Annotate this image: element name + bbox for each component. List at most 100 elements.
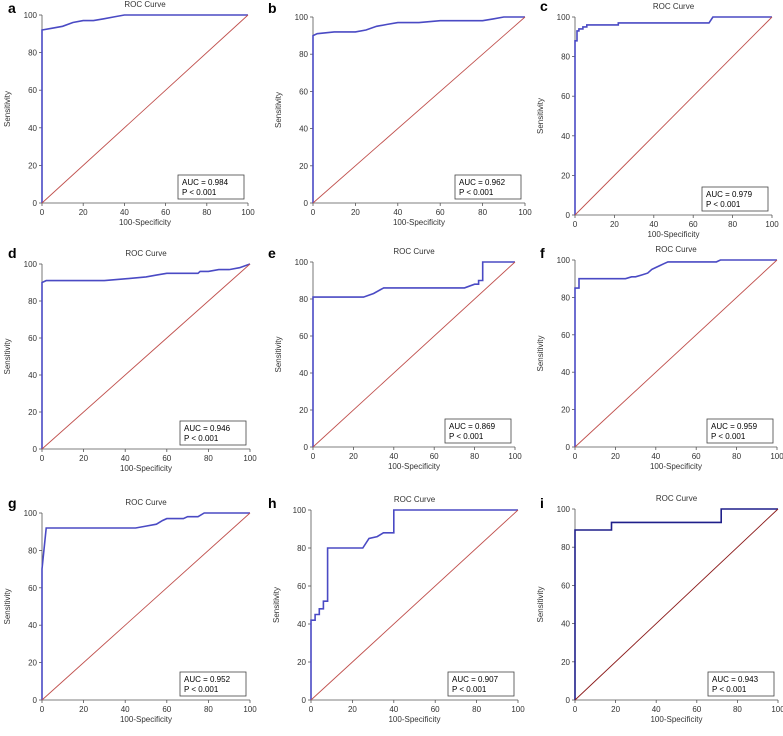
chart-title: ROC Curve — [125, 249, 167, 258]
x-tick-label: 0 — [311, 208, 316, 217]
roc-curve — [312, 261, 515, 447]
panel-label: h — [268, 495, 277, 511]
p-value: P < 0.001 — [711, 432, 746, 441]
auc-box — [454, 174, 522, 200]
y-axis-label: Sensitivity — [536, 335, 545, 371]
x-tick-label: 40 — [121, 705, 130, 714]
y-tick-label: 60 — [28, 86, 37, 95]
x-tick-label: 80 — [478, 208, 487, 217]
x-tick-label: 60 — [161, 208, 170, 217]
y-tick-label: 100 — [557, 256, 571, 265]
y-axis-label: Sensitivity — [272, 587, 281, 623]
x-tick-label: 20 — [79, 454, 88, 463]
y-tick-label: 40 — [561, 620, 570, 629]
p-value: P < 0.001 — [706, 200, 741, 209]
y-tick-label: 60 — [299, 332, 308, 341]
y-tick-label: 40 — [28, 621, 37, 630]
p-value: P < 0.001 — [182, 188, 217, 197]
x-tick-label: 20 — [610, 220, 619, 229]
x-tick-label: 80 — [732, 452, 741, 461]
x-tick-label: 100 — [518, 208, 532, 217]
y-tick-label: 0 — [33, 696, 38, 705]
y-tick-label: 60 — [561, 331, 570, 340]
y-tick-label: 60 — [28, 584, 37, 593]
y-tick-label: 60 — [561, 581, 570, 590]
auc-value: AUC = 0.959 — [711, 422, 758, 431]
y-tick-label: 40 — [299, 125, 308, 134]
y-tick-label: 100 — [557, 505, 571, 514]
x-tick-label: 60 — [436, 208, 445, 217]
y-tick-label: 20 — [28, 161, 37, 170]
y-axis-label: Sensitivity — [3, 91, 12, 127]
panel-label: f — [540, 245, 545, 261]
y-tick-label: 40 — [561, 368, 570, 377]
y-tick-label: 100 — [295, 258, 309, 267]
auc-value: AUC = 0.869 — [449, 422, 496, 431]
p-value: P < 0.001 — [459, 188, 494, 197]
y-tick-label: 40 — [297, 620, 306, 629]
x-axis-label: 100-Specificity — [120, 464, 172, 473]
x-tick-label: 40 — [389, 705, 398, 714]
x-tick-label: 0 — [40, 705, 45, 714]
x-tick-label: 80 — [202, 208, 211, 217]
x-tick-label: 60 — [162, 705, 171, 714]
reference-diagonal — [574, 259, 778, 448]
x-tick-label: 0 — [40, 454, 45, 463]
x-tick-label: 40 — [389, 452, 398, 461]
p-value: P < 0.001 — [184, 685, 219, 694]
roc-panel-b: b 0 20 40 60 80 100 0 20 40 60 80 100 100-Specificity… — [268, 0, 532, 227]
x-tick-label: 100 — [243, 454, 257, 463]
x-tick-label: 80 — [728, 220, 737, 229]
roc-panel-d: d ROC Curve 0 20 40 60 80 100 0 20 40 60 80 100 100-Sp… — [3, 245, 257, 473]
y-tick-label: 20 — [299, 406, 308, 415]
y-tick-label: 0 — [33, 199, 38, 208]
roc-curve — [574, 259, 777, 447]
y-tick-label: 0 — [33, 445, 38, 454]
roc-curve — [312, 16, 525, 203]
x-tick-label: 100 — [241, 208, 255, 217]
roc-panel-i: i ROC Curve 0 20 40 60 80 100 0 20 40 60 80 100 100-Sp… — [536, 494, 783, 724]
x-tick-label: 20 — [611, 705, 620, 714]
y-tick-label: 60 — [561, 92, 570, 101]
reference-diagonal — [574, 508, 779, 701]
panel-label: g — [8, 495, 17, 511]
y-tick-label: 80 — [299, 295, 308, 304]
chart-title: ROC Curve — [394, 495, 436, 504]
y-tick-label: 100 — [295, 13, 309, 22]
roc-panel-g: g ROC Curve 0 20 40 60 80 100 0 20 40 60 80 100 100-Sp… — [3, 495, 257, 724]
y-tick-label: 0 — [566, 696, 571, 705]
x-tick-label: 20 — [611, 452, 620, 461]
x-axis-label: 100-Specificity — [650, 715, 702, 724]
x-tick-label: 80 — [204, 454, 213, 463]
x-tick-label: 0 — [573, 705, 578, 714]
auc-value: AUC = 0.907 — [452, 675, 499, 684]
p-value: P < 0.001 — [184, 434, 219, 443]
x-tick-label: 100 — [243, 705, 257, 714]
x-tick-label: 20 — [351, 208, 360, 217]
x-tick-label: 20 — [349, 452, 358, 461]
reference-diagonal — [41, 263, 251, 450]
x-tick-label: 60 — [692, 705, 701, 714]
p-value: P < 0.001 — [449, 432, 484, 441]
y-tick-label: 0 — [304, 443, 309, 452]
x-tick-label: 0 — [311, 452, 316, 461]
x-axis-label: 100-Specificity — [650, 462, 702, 471]
y-tick-label: 0 — [302, 696, 307, 705]
x-tick-label: 0 — [309, 705, 314, 714]
y-tick-label: 80 — [28, 297, 37, 306]
y-tick-label: 80 — [299, 50, 308, 59]
panel-label: e — [268, 245, 276, 261]
y-tick-label: 100 — [24, 260, 38, 269]
auc-box — [177, 174, 245, 200]
auc-box — [707, 671, 775, 697]
y-tick-label: 20 — [299, 162, 308, 171]
y-tick-label: 80 — [28, 546, 37, 555]
y-tick-label: 80 — [561, 53, 570, 62]
x-tick-label: 80 — [204, 705, 213, 714]
chart-title: ROC Curve — [393, 247, 435, 256]
x-tick-label: 40 — [393, 208, 402, 217]
reference-diagonal — [310, 509, 519, 701]
y-tick-label: 20 — [561, 171, 570, 180]
y-tick-label: 40 — [299, 369, 308, 378]
